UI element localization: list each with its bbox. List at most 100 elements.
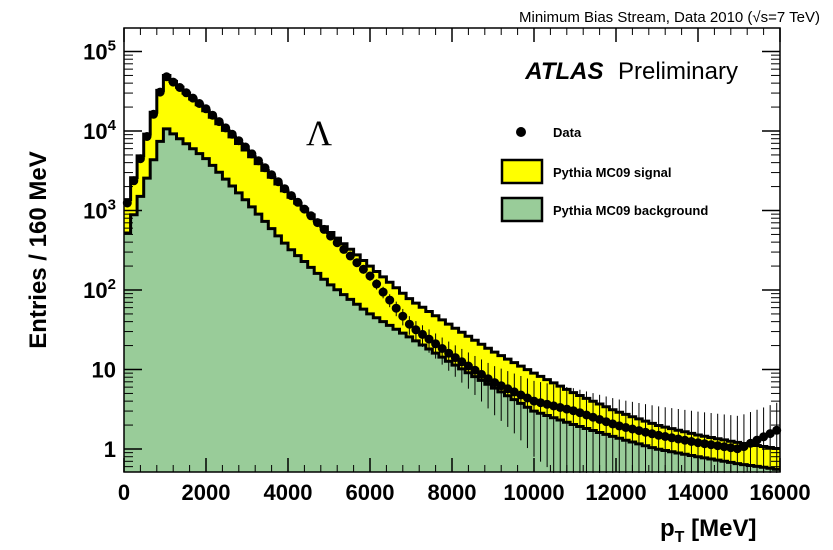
data-point: [240, 142, 250, 152]
data-point: [181, 88, 191, 98]
data-point: [391, 303, 401, 313]
preliminary-label: Preliminary: [618, 58, 738, 85]
y-tick-label: 103: [83, 197, 116, 224]
data-point: [450, 353, 460, 363]
data-point: [385, 295, 395, 305]
background-area: [124, 128, 780, 472]
data-point: [339, 244, 349, 254]
x-tick-label: 0: [118, 480, 130, 505]
data-point: [221, 123, 231, 133]
x-axis-title: pT [MeV]: [660, 515, 756, 546]
x-tick-label: 8000: [428, 480, 477, 505]
data-point: [457, 357, 467, 367]
data-point: [214, 117, 224, 127]
data-point: [267, 170, 277, 180]
x-title-main: p: [660, 515, 675, 542]
x-tick-labels: 0 2000 4000 6000 8000 10000 12000 14000 16000: [118, 480, 811, 505]
y-tick-base: 10: [83, 199, 107, 224]
data-point: [358, 264, 368, 274]
y-tick-exponent: 3: [108, 197, 116, 214]
data-point: [208, 110, 218, 120]
data-point: [162, 72, 172, 82]
x-title-subscript: T: [675, 529, 685, 546]
atlas-preliminary-label: ATLAS Preliminary: [524, 58, 738, 85]
data-point: [772, 425, 782, 435]
data-point: [424, 334, 434, 344]
data-point: [273, 177, 283, 187]
x-tick-label: 4000: [264, 480, 313, 505]
y-tick-exponent: 4: [108, 117, 117, 134]
legend: Data Pythia MC09 signal Pythia MC09 back…: [500, 125, 708, 223]
legend-signal-swatch: [500, 158, 544, 185]
legend-signal-label: Pythia MC09 signal: [553, 165, 671, 180]
data-point: [234, 136, 244, 146]
data-point: [411, 325, 421, 335]
background-outline: [124, 127, 780, 471]
data-point: [365, 271, 375, 281]
data-point: [319, 224, 329, 234]
data-point: [260, 163, 270, 173]
data-point: [398, 311, 408, 321]
x-tick-label: 2000: [182, 480, 231, 505]
lambda-symbol: Λ: [306, 113, 332, 153]
data-point: [693, 438, 703, 448]
data-point: [719, 442, 729, 452]
data-point: [470, 365, 480, 375]
y-tick-base: 10: [83, 40, 107, 65]
data-point: [299, 204, 309, 214]
data-point: [254, 156, 263, 166]
atlas-label: ATLAS: [524, 58, 603, 85]
data-point: [306, 211, 316, 221]
y-tick-label: 10: [92, 358, 116, 383]
data-point: [477, 369, 486, 379]
y-tick-label: 104: [83, 117, 116, 144]
data-point: [175, 83, 185, 92]
data-points-layer: [122, 72, 782, 473]
y-tick-exponent: 5: [108, 38, 116, 55]
data-point: [142, 132, 152, 141]
y-axis-title: Entries / 160 MeV: [25, 151, 52, 348]
data-point: [326, 231, 336, 241]
data-point: [378, 287, 388, 297]
data-point: [444, 348, 454, 358]
data-point: [247, 149, 257, 159]
legend-background-label: Pythia MC09 background: [553, 203, 708, 218]
y-tick-base: 10: [83, 119, 107, 144]
data-point: [227, 129, 237, 139]
data-point: [129, 176, 139, 186]
legend-data-marker: [516, 127, 526, 137]
axis-ticks: [123, 28, 781, 472]
data-point: [706, 440, 716, 450]
data-point: [437, 344, 447, 353]
data-point: [149, 109, 158, 119]
y-tick-exponent: 2: [108, 276, 116, 293]
y-tick-base: 1: [104, 437, 116, 462]
data-point: [404, 319, 414, 329]
data-point: [280, 184, 290, 194]
x-tick-label: 12000: [585, 480, 646, 505]
data-point: [463, 361, 473, 371]
legend-data-label: Data: [553, 125, 582, 140]
x-tick-label: 14000: [667, 480, 728, 505]
data-point: [135, 154, 145, 164]
data-point: [188, 93, 198, 103]
data-point: [418, 329, 427, 339]
y-tick-base: 10: [83, 278, 107, 303]
y-tick-label: 1: [104, 437, 116, 462]
data-point: [332, 238, 342, 248]
x-tick-label: 10000: [503, 480, 564, 505]
data-point: [345, 251, 355, 261]
data-point: [122, 198, 132, 208]
data-point: [313, 218, 322, 228]
x-tick-label: 6000: [346, 480, 395, 505]
data-point: [293, 197, 303, 207]
data-point: [352, 258, 362, 268]
data-point: [286, 191, 296, 201]
data-point: [155, 87, 165, 97]
stream-header: Minimum Bias Stream, Data 2010 (√s=7 TeV…: [519, 9, 820, 26]
x-tick-label: 16000: [749, 480, 810, 505]
data-point: [726, 443, 736, 453]
background-histogram-layer: [124, 127, 780, 472]
